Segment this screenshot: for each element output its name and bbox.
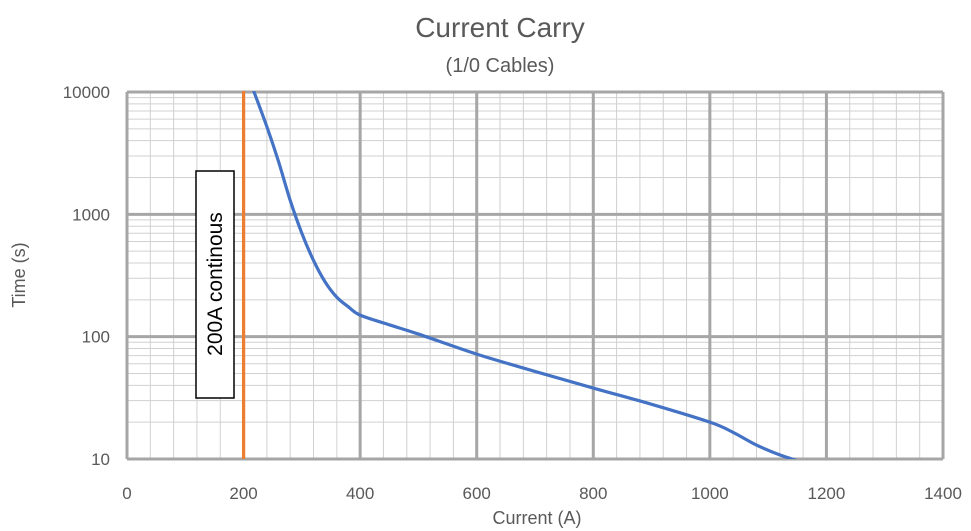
x-tick-label: 1000 <box>691 484 729 503</box>
x-axis-ticks: 0 200 400 600 800 1000 1200 1400 <box>122 484 962 503</box>
annotation-text: 200A continous <box>204 212 227 356</box>
chart-subtitle: (1/0 Cables) <box>446 55 555 77</box>
y-tick-label: 100 <box>82 328 110 347</box>
y-axis-ticks: 10 100 1000 10000 <box>63 83 110 469</box>
minor-gridlines <box>127 92 943 459</box>
y-tick-label: 1000 <box>72 205 110 224</box>
x-tick-label: 800 <box>579 484 607 503</box>
annotation-box: 200A continous <box>195 170 235 399</box>
x-tick-label: 600 <box>463 484 491 503</box>
x-tick-label: 1400 <box>924 484 962 503</box>
x-tick-label: 1200 <box>808 484 846 503</box>
series-layer <box>241 91 798 459</box>
annotation-box-border <box>195 170 235 399</box>
x-tick-label: 0 <box>122 484 131 503</box>
x-axis-label: Current (A) <box>492 508 581 528</box>
x-tick-label: 400 <box>346 484 374 503</box>
major-gridlines <box>125 90 945 461</box>
x-tick-label: 200 <box>229 484 257 503</box>
y-tick-label: 10000 <box>63 83 110 102</box>
series-line-current-time <box>252 91 798 459</box>
y-axis-label: Time (s) <box>9 242 29 307</box>
y-tick-label: 10 <box>91 450 110 469</box>
chart-title: Current Carry <box>415 12 585 43</box>
